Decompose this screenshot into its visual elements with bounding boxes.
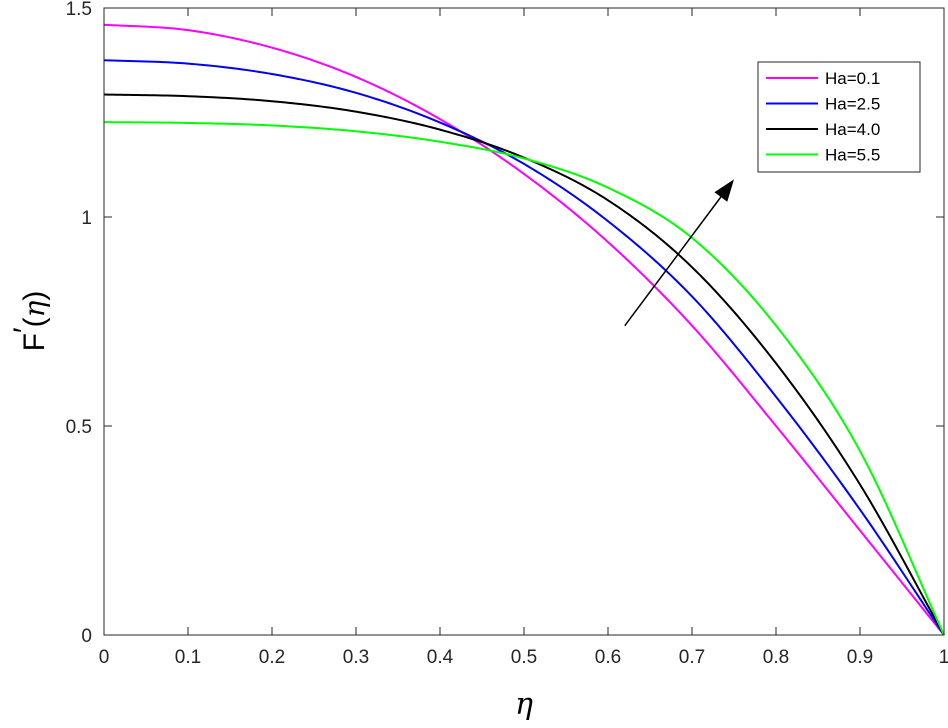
series-line-1 [103,23,945,636]
legend: Ha=0.1 Ha=2.5 Ha=4.0 Ha=5.5 [757,61,921,173]
x-tick-label: 0.5 [511,647,537,668]
series-line-4 [103,121,945,636]
x-tick-label: 0.2 [259,647,285,668]
x-tick-label: 1 [939,647,948,668]
x-tick-label: 0.4 [427,647,454,668]
x-tick-label: 0.8 [763,647,789,668]
y-tick-label: 0 [81,626,92,647]
x-tick-label: 0.3 [343,647,369,668]
y-tick-label: 0.5 [66,417,92,438]
legend-label: Ha=5.5 [825,146,880,165]
y-axis-label: F′(η) [8,291,51,352]
x-tick-label: 0 [99,647,110,668]
annotation-layer [624,179,734,327]
legend-label: Ha=4.0 [825,120,880,139]
y-axis-label-open: ( [18,317,51,327]
series-layer [103,23,945,636]
y-tick-label: 1.5 [66,0,92,20]
legend-label: Ha=2.5 [825,95,880,114]
legend-label: Ha=0.1 [825,69,880,88]
x-tick-label: 0.1 [175,647,201,668]
x-tick-label: 0.6 [595,647,621,668]
y-axis-label-prime: ′ [8,327,41,333]
trend-arrow-shaft [624,196,722,327]
tick-layer: 0 0.1 0.2 0.3 0.4 0.5 0.6 0.7 0.8 0.9 1 0 0.5 1 1.5 [66,0,948,668]
x-axis-label: η [515,687,533,722]
trend-arrow-head [714,179,734,202]
y-axis-label-close: ) [18,291,51,301]
x-tick-label: 0.9 [847,647,873,668]
x-tick-label: 0.7 [679,647,705,668]
y-axis-label-prefix: F [18,333,51,351]
y-axis-label-var: η [18,300,51,317]
y-tick-label: 1 [81,208,92,229]
series-line-2 [103,59,945,636]
